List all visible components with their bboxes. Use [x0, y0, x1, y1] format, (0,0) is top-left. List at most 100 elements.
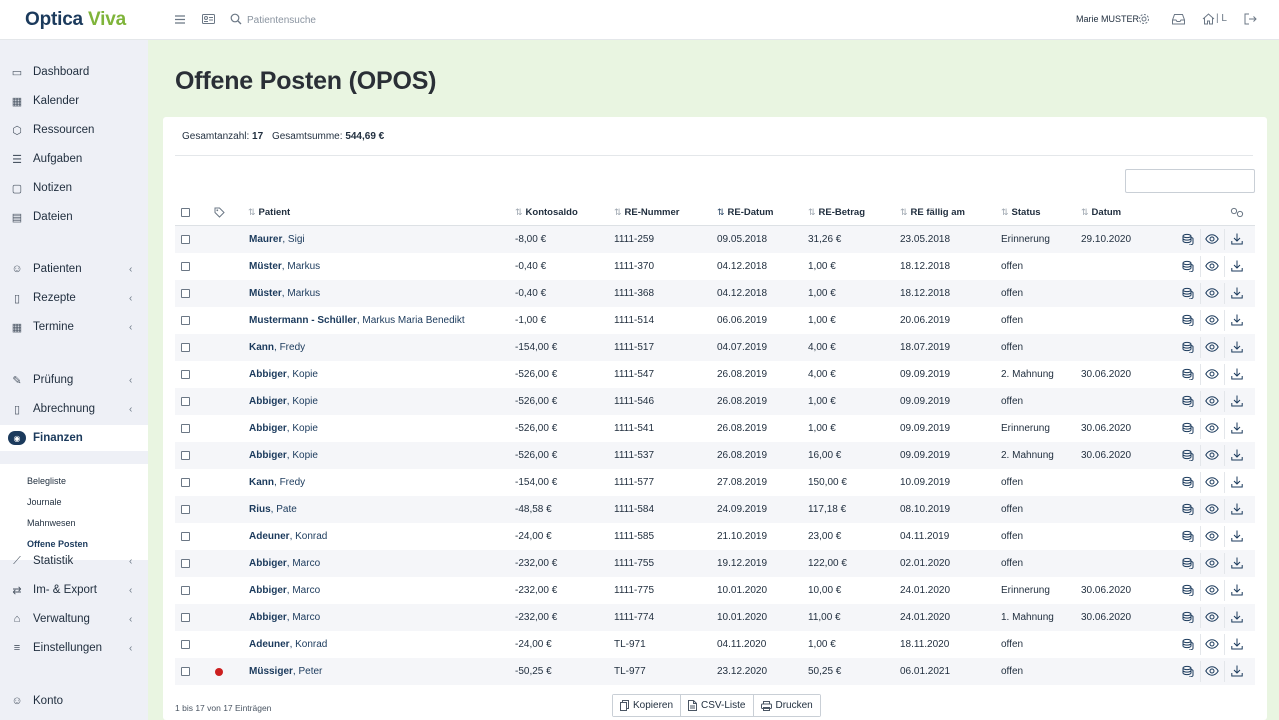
patient-first-name[interactable]: Sigi: [287, 234, 305, 245]
cell-patient[interactable]: Abbiger, Marco: [249, 577, 320, 604]
row-checkbox[interactable]: [181, 478, 190, 487]
payment-coins-icon[interactable]: [1181, 313, 1195, 327]
row-checkbox[interactable]: [181, 316, 190, 325]
payment-coins-icon[interactable]: [1181, 637, 1195, 651]
cell-patient[interactable]: Abbiger, Marco: [249, 604, 320, 631]
patient-first-name[interactable]: Marco: [292, 585, 321, 596]
patient-last-name[interactable]: Adeuner: [249, 639, 290, 650]
header-invoice-no[interactable]: ⇅ RE-Nummer: [614, 199, 679, 226]
view-eye-icon[interactable]: [1205, 556, 1219, 570]
sidebar-item-dashboard[interactable]: ▭ Dashboard: [0, 59, 148, 85]
table-row[interactable]: Adeuner, Konrad -24,00 € TL-971 04.11.2020 1…: [175, 631, 1255, 658]
row-checkbox[interactable]: [181, 613, 190, 622]
header-patient[interactable]: ⇅ Patient: [248, 199, 290, 226]
download-icon[interactable]: [1230, 259, 1244, 273]
download-icon[interactable]: [1230, 421, 1244, 435]
payment-coins-icon[interactable]: [1181, 232, 1195, 246]
patient-search-input[interactable]: [247, 11, 467, 29]
cell-patient[interactable]: Mustermann - Schüller, Markus Maria Bene…: [249, 307, 465, 334]
table-row[interactable]: Abbiger, Marco -232,00 € 1111-755 19.12.201…: [175, 550, 1255, 577]
patient-last-name[interactable]: Adeuner: [249, 531, 290, 542]
sidebar-item-abrechnung[interactable]: ▯ Abrechnung ‹: [0, 396, 148, 422]
row-checkbox[interactable]: [181, 289, 190, 298]
patient-first-name[interactable]: Markus Maria Benedikt: [362, 315, 465, 326]
tag-icon[interactable]: [214, 199, 225, 226]
download-icon[interactable]: [1230, 664, 1244, 678]
table-row[interactable]: Abbiger, Marco -232,00 € 1111-774 10.01.202…: [175, 604, 1255, 631]
download-icon[interactable]: [1230, 502, 1244, 516]
view-eye-icon[interactable]: [1205, 664, 1219, 678]
download-icon[interactable]: [1230, 610, 1244, 624]
patient-first-name[interactable]: Kopie: [292, 423, 318, 434]
table-row[interactable]: Rius, Pate -48,58 € 1111-584 24.09.2019 117,…: [175, 496, 1255, 523]
sidebar-item-prüfung[interactable]: ✎ Prüfung ‹: [0, 367, 148, 393]
sidebar-item-dateien[interactable]: ▤ Dateien: [0, 204, 148, 230]
payment-coins-icon[interactable]: [1181, 259, 1195, 273]
sidebar-item-notizen[interactable]: ▢ Notizen: [0, 175, 148, 201]
patient-last-name[interactable]: Maurer: [249, 234, 283, 245]
table-row[interactable]: Müssiger, Peter -50,25 € TL-977 23.12.2020 5…: [175, 658, 1255, 685]
view-eye-icon[interactable]: [1205, 421, 1219, 435]
payment-coins-icon[interactable]: [1181, 286, 1195, 300]
patient-last-name[interactable]: Abbiger: [249, 558, 287, 569]
table-row[interactable]: Kann, Fredy -154,00 € 1111-577 27.08.2019 15…: [175, 469, 1255, 496]
patient-last-name[interactable]: Müster: [249, 288, 282, 299]
print-button[interactable]: Drucken: [753, 695, 820, 716]
sidebar-item-im-export[interactable]: ⇄ Im- & Export ‹: [0, 577, 148, 603]
patient-last-name[interactable]: Abbiger: [249, 612, 287, 623]
download-icon[interactable]: [1230, 286, 1244, 300]
patient-first-name[interactable]: Konrad: [295, 639, 328, 650]
view-eye-icon[interactable]: [1205, 529, 1219, 543]
view-eye-icon[interactable]: [1205, 610, 1219, 624]
patient-last-name[interactable]: Abbiger: [249, 396, 287, 407]
download-icon[interactable]: [1230, 313, 1244, 327]
payment-coins-icon[interactable]: [1181, 529, 1195, 543]
patient-last-name[interactable]: Abbiger: [249, 369, 287, 380]
payment-coins-icon[interactable]: [1181, 502, 1195, 516]
patient-first-name[interactable]: Fredy: [279, 477, 306, 488]
view-eye-icon[interactable]: [1205, 394, 1219, 408]
patient-first-name[interactable]: Markus: [287, 261, 321, 272]
copy-button[interactable]: Kopieren: [613, 695, 682, 716]
view-eye-icon[interactable]: [1205, 313, 1219, 327]
patient-last-name[interactable]: Mustermann - Schüller: [249, 315, 357, 326]
patient-last-name[interactable]: Kann: [249, 342, 274, 353]
payment-coins-icon[interactable]: [1181, 475, 1195, 489]
table-row[interactable]: Abbiger, Kopie -526,00 € 1111-547 26.08.201…: [175, 361, 1255, 388]
app-logo[interactable]: Optica Viva: [25, 9, 126, 31]
download-icon[interactable]: [1230, 475, 1244, 489]
view-eye-icon[interactable]: [1205, 475, 1219, 489]
payment-coins-icon[interactable]: [1181, 448, 1195, 462]
header-status[interactable]: ⇅ Status: [1001, 199, 1041, 226]
download-icon[interactable]: [1230, 637, 1244, 651]
patient-first-name[interactable]: Konrad: [295, 531, 328, 542]
patient-first-name[interactable]: Fredy: [279, 342, 306, 353]
cell-patient[interactable]: Abbiger, Kopie: [249, 415, 318, 442]
sidebar-item-statistik[interactable]: ⟋ Statistik ‹: [0, 548, 148, 574]
view-eye-icon[interactable]: [1205, 448, 1219, 462]
row-checkbox[interactable]: [181, 559, 190, 568]
download-icon[interactable]: [1230, 367, 1244, 381]
logout-icon[interactable]: [1242, 11, 1258, 27]
menu-toggle-icon[interactable]: [172, 11, 188, 27]
cell-patient[interactable]: Abbiger, Marco: [249, 550, 320, 577]
row-checkbox[interactable]: [181, 667, 190, 676]
patient-last-name[interactable]: Abbiger: [249, 450, 287, 461]
sidebar-item-einstellungen[interactable]: ≡ Einstellungen ‹: [0, 635, 148, 661]
patient-first-name[interactable]: Pate: [276, 504, 297, 515]
view-eye-icon[interactable]: [1205, 637, 1219, 651]
row-checkbox[interactable]: [181, 505, 190, 514]
view-eye-icon[interactable]: [1205, 232, 1219, 246]
select-all-checkbox[interactable]: [181, 208, 190, 217]
header-due[interactable]: ⇅ RE fällig am: [900, 199, 965, 226]
row-checkbox[interactable]: [181, 640, 190, 649]
sidebar-item-kalender[interactable]: ▦ Kalender: [0, 88, 148, 114]
table-row[interactable]: Mustermann - Schüller, Markus Maria Bene…: [175, 307, 1255, 334]
view-eye-icon[interactable]: [1205, 340, 1219, 354]
row-checkbox[interactable]: [181, 262, 190, 271]
payment-coins-icon[interactable]: [1181, 583, 1195, 597]
row-checkbox[interactable]: [181, 424, 190, 433]
patient-first-name[interactable]: Peter: [298, 666, 323, 677]
sidebar-item-aufgaben[interactable]: ☰ Aufgaben: [0, 146, 148, 172]
sidebar-item-finanzen[interactable]: ◉ Finanzen: [0, 425, 148, 451]
